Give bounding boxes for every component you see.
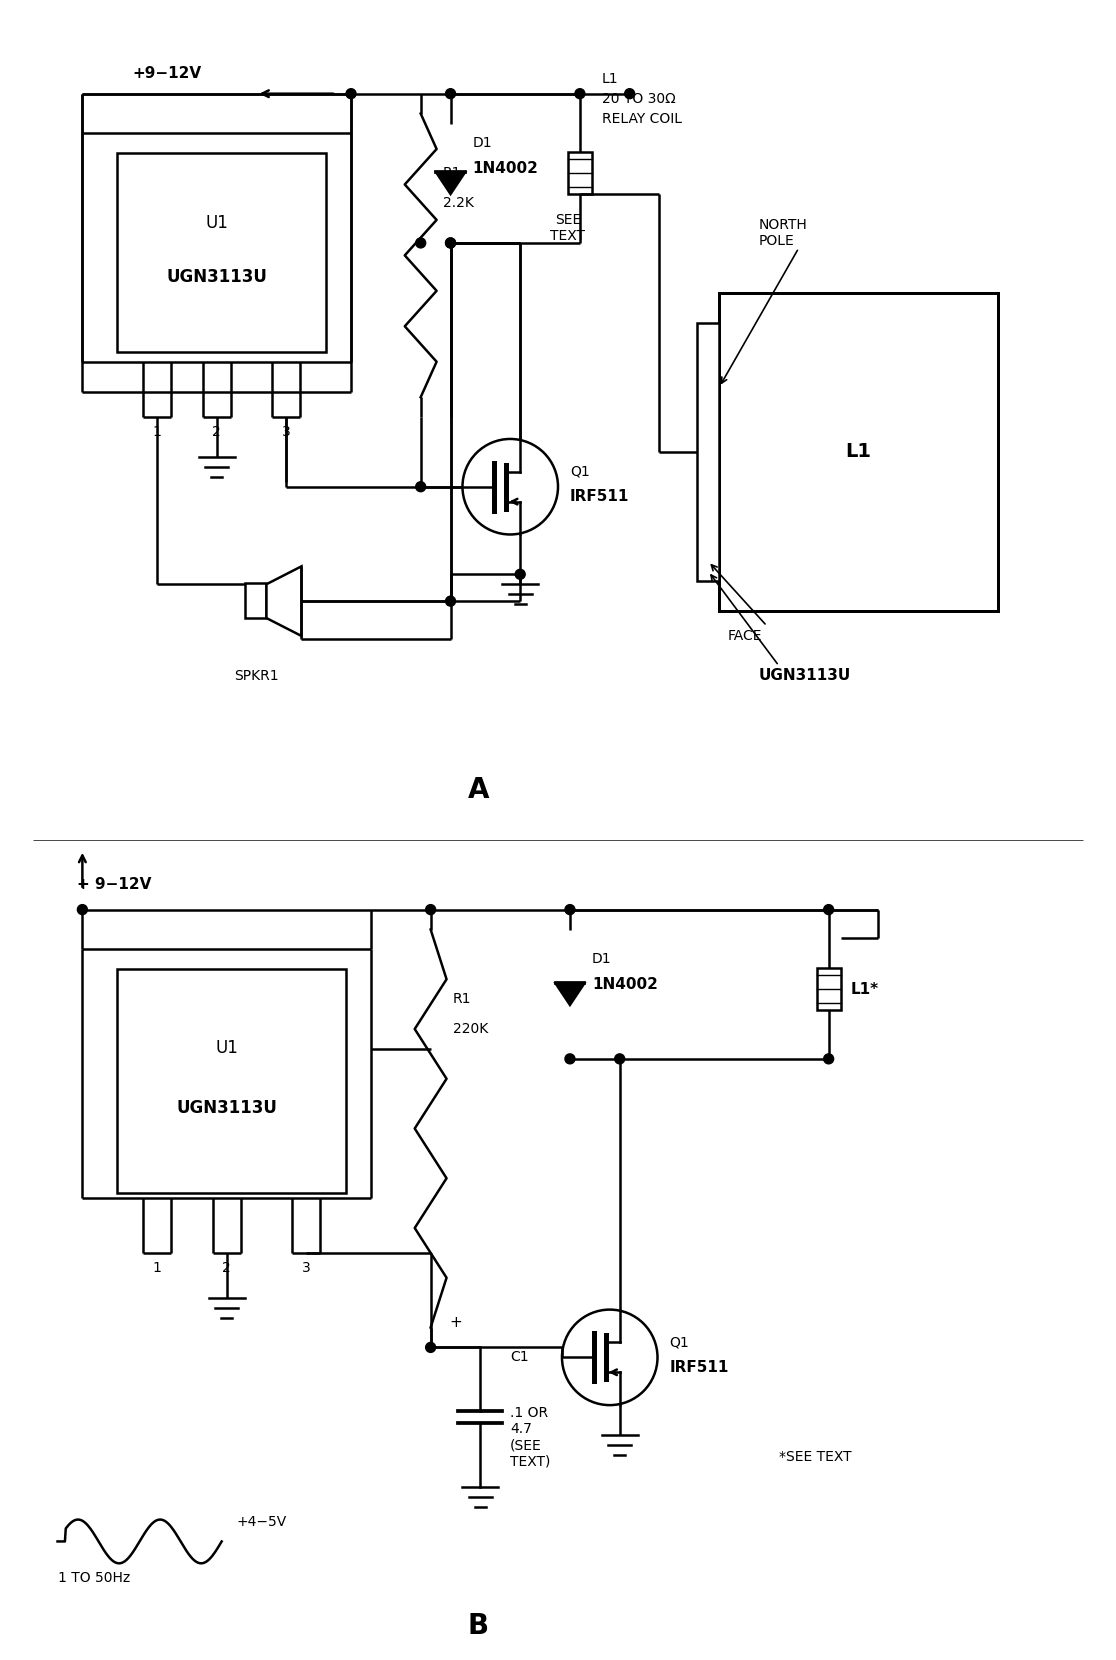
- Text: NORTH
POLE: NORTH POLE: [759, 217, 808, 247]
- Text: UGN3113U: UGN3113U: [166, 267, 267, 286]
- Text: B: B: [468, 1612, 489, 1640]
- Bar: [817, 968, 840, 1009]
- Text: R1: R1: [443, 166, 461, 181]
- Bar: [117, 153, 326, 352]
- Text: 2.2K: 2.2K: [443, 196, 473, 211]
- Bar: [698, 322, 719, 581]
- Text: 3: 3: [282, 425, 291, 438]
- Text: .1 OR
4.7
(SEE
TEXT): .1 OR 4.7 (SEE TEXT): [510, 1406, 550, 1467]
- Text: 3: 3: [302, 1262, 310, 1275]
- Circle shape: [565, 1054, 575, 1064]
- Circle shape: [445, 88, 455, 98]
- Text: +: +: [449, 1315, 462, 1330]
- Text: L1*: L1*: [850, 981, 878, 996]
- Text: Q1: Q1: [670, 1335, 690, 1350]
- Text: 1N4002: 1N4002: [472, 161, 538, 176]
- Circle shape: [516, 569, 526, 579]
- Polygon shape: [436, 173, 465, 194]
- Text: 1N4002: 1N4002: [591, 976, 657, 991]
- Text: 2: 2: [222, 1262, 231, 1275]
- Circle shape: [425, 1343, 435, 1353]
- Circle shape: [445, 596, 455, 606]
- Text: 2: 2: [212, 425, 221, 438]
- Circle shape: [416, 481, 425, 491]
- Text: FACE: FACE: [728, 629, 761, 642]
- Text: Q1: Q1: [570, 465, 589, 478]
- Text: *SEE TEXT: *SEE TEXT: [779, 1449, 852, 1464]
- Text: C1: C1: [510, 1350, 529, 1365]
- Text: D1: D1: [591, 953, 612, 966]
- Circle shape: [615, 1054, 625, 1064]
- Text: L1: L1: [846, 443, 872, 461]
- Circle shape: [824, 905, 834, 915]
- Text: UGN3113U: UGN3113U: [176, 1099, 277, 1117]
- Circle shape: [462, 438, 558, 535]
- Text: D1: D1: [472, 136, 492, 151]
- Circle shape: [625, 88, 635, 98]
- Bar: [244, 583, 267, 618]
- Text: R1: R1: [452, 993, 471, 1006]
- Text: L1: L1: [602, 71, 618, 86]
- Text: + 9−12V: + 9−12V: [77, 876, 152, 891]
- Text: +4−5V: +4−5V: [237, 1514, 287, 1529]
- Text: U1: U1: [215, 1039, 238, 1057]
- Circle shape: [562, 1310, 657, 1404]
- Circle shape: [425, 905, 435, 915]
- Text: 1 TO 50Hz: 1 TO 50Hz: [58, 1572, 129, 1585]
- Text: 220K: 220K: [452, 1023, 488, 1036]
- Circle shape: [346, 88, 356, 98]
- Circle shape: [445, 237, 455, 247]
- Bar: [719, 292, 998, 611]
- Text: +9−12V: +9−12V: [132, 66, 201, 81]
- Circle shape: [416, 237, 425, 247]
- Text: SPKR1: SPKR1: [234, 669, 279, 682]
- Bar: [568, 153, 591, 194]
- Text: 20 TO 30Ω: 20 TO 30Ω: [602, 91, 675, 106]
- Text: 1: 1: [153, 425, 162, 438]
- Circle shape: [77, 905, 87, 915]
- Text: RELAY COIL: RELAY COIL: [602, 111, 682, 126]
- Text: UGN3113U: UGN3113U: [759, 669, 852, 684]
- Polygon shape: [267, 566, 301, 636]
- Polygon shape: [556, 983, 585, 1004]
- Text: IRF511: IRF511: [570, 490, 629, 505]
- Circle shape: [445, 237, 455, 247]
- Text: 1: 1: [153, 1262, 162, 1275]
- Bar: [117, 969, 346, 1194]
- Circle shape: [824, 1054, 834, 1064]
- Text: U1: U1: [205, 214, 228, 232]
- Circle shape: [565, 905, 575, 915]
- Text: SEE
TEXT: SEE TEXT: [550, 212, 586, 242]
- Text: IRF511: IRF511: [670, 1360, 729, 1374]
- Circle shape: [575, 88, 585, 98]
- Text: A: A: [468, 777, 489, 803]
